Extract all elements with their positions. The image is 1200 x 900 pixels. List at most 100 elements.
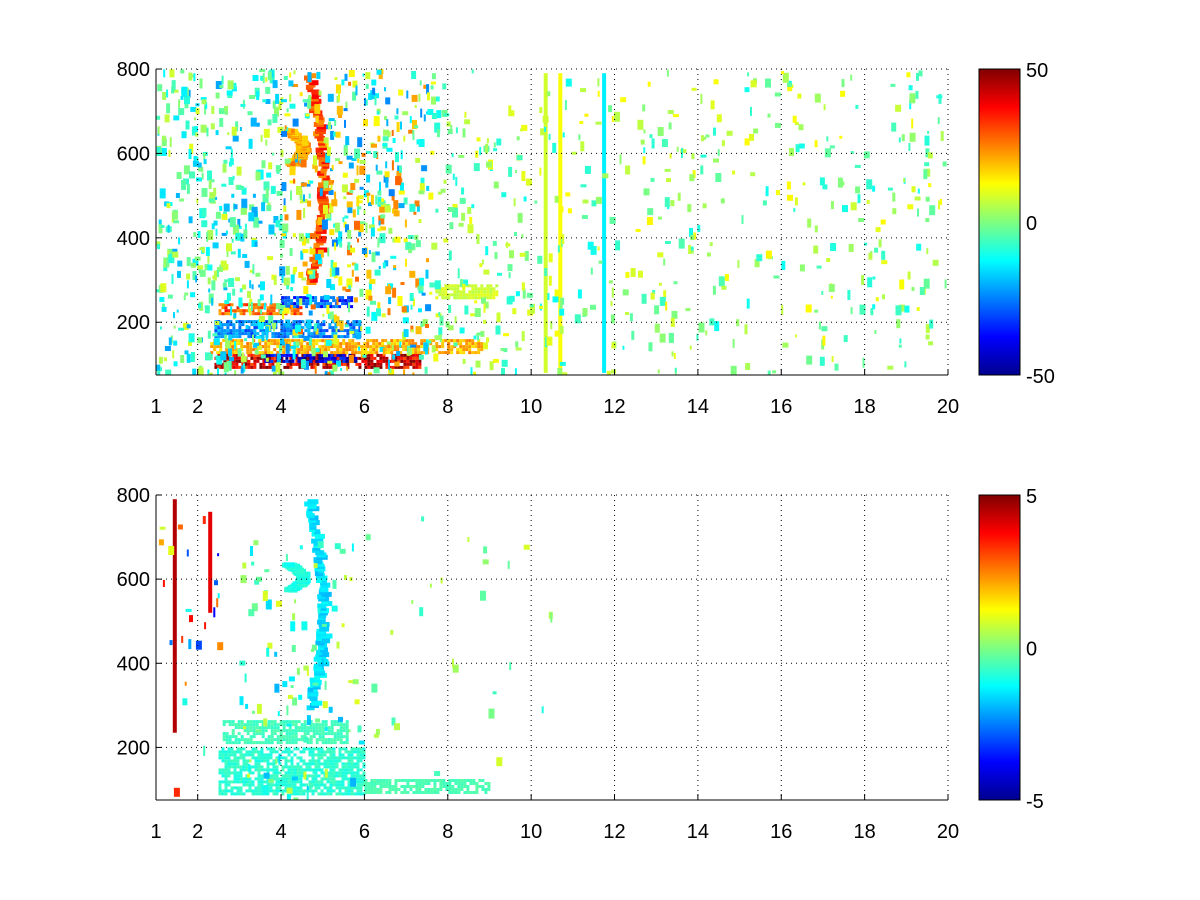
heatmap-cell	[305, 299, 309, 303]
heatmap-cell	[523, 196, 527, 202]
heatmap-cell	[223, 211, 227, 215]
heatmap-cell	[204, 104, 207, 115]
heatmap-cell	[424, 366, 428, 374]
heatmap-cell	[160, 147, 167, 156]
heatmap-cell	[215, 81, 222, 89]
heatmap-cell	[268, 365, 272, 369]
heatmap-cell	[227, 789, 231, 793]
heatmap-cell	[286, 362, 290, 366]
heatmap-cell	[338, 747, 342, 751]
heatmap-cell	[251, 206, 258, 217]
heatmap-cell	[278, 747, 282, 751]
heatmap-cell	[161, 138, 167, 147]
heatmap-cell	[462, 348, 466, 352]
heatmap-cell	[233, 309, 237, 313]
heatmap-cell	[447, 325, 454, 331]
heatmap-cell	[211, 297, 214, 306]
heatmap-cell	[390, 629, 394, 635]
heatmap-cell	[480, 290, 484, 294]
heatmap-cell	[210, 351, 214, 355]
heatmap-cell	[423, 84, 428, 89]
heatmap-cell	[562, 372, 568, 375]
heatmap-cell	[337, 356, 341, 360]
heatmap-cell	[435, 96, 440, 102]
heatmap-cell	[328, 362, 332, 366]
heatmap-cell	[239, 768, 243, 772]
heatmap-cell	[323, 299, 327, 303]
heatmap-cell	[240, 367, 244, 374]
heatmap-cell	[342, 286, 347, 291]
heatmap-cell	[565, 192, 571, 197]
heatmap-cell	[365, 83, 369, 89]
heatmap-cell	[333, 738, 337, 742]
heatmap-cell	[394, 359, 398, 363]
heatmap-cell	[343, 196, 347, 200]
heatmap-cell	[245, 703, 249, 709]
heatmap-cell	[290, 756, 294, 760]
heatmap-cell	[176, 172, 182, 179]
heatmap-cell	[814, 93, 821, 103]
heatmap-cell	[338, 161, 343, 165]
heatmap-cell	[233, 786, 237, 790]
heatmap-cell	[320, 580, 327, 586]
heatmap-cell	[329, 792, 333, 796]
heatmap-cell	[269, 73, 275, 84]
heatmap-cell	[358, 362, 362, 366]
heatmap-cell	[320, 302, 324, 306]
heatmap-cell	[353, 750, 357, 754]
heatmap-cell	[358, 326, 362, 330]
heatmap-cell	[816, 265, 822, 269]
heatmap-cell	[250, 332, 254, 336]
heatmap-cell	[191, 126, 196, 136]
heatmap-cell	[292, 326, 296, 330]
heatmap-cell	[335, 158, 340, 162]
heatmap-cell	[233, 774, 237, 778]
heatmap-cell	[302, 759, 306, 763]
heatmap-cell	[391, 160, 394, 171]
heatmap-cell	[507, 560, 510, 569]
heatmap-cell	[447, 345, 451, 349]
heatmap-cell	[303, 736, 309, 743]
heatmap-cell	[260, 759, 264, 763]
heatmap-cell	[241, 323, 245, 327]
heatmap-cell	[330, 130, 335, 140]
heatmap-cell	[705, 330, 708, 336]
heatmap-cell	[252, 710, 255, 714]
heatmap-cell	[403, 135, 406, 142]
heatmap-cell	[355, 85, 358, 96]
heatmap-cell	[286, 285, 290, 290]
heatmap-cell	[272, 762, 276, 766]
heatmap-cell	[207, 330, 211, 339]
heatmap-cell	[437, 191, 442, 195]
heatmap-cell	[222, 735, 226, 739]
heatmap-cell	[294, 353, 298, 357]
y-tick-label: 400	[117, 653, 150, 675]
heatmap-cell	[382, 143, 388, 147]
heatmap-cell	[226, 326, 230, 330]
heatmap-cell	[296, 756, 300, 760]
heatmap-cell	[342, 348, 346, 352]
heatmap-cell	[239, 288, 243, 293]
heatmap-cell	[321, 356, 325, 360]
heatmap-cell	[264, 345, 268, 349]
heatmap-cell	[371, 143, 377, 148]
heatmap-cell	[336, 735, 340, 739]
heatmap-cell	[471, 290, 475, 294]
heatmap-cell	[354, 351, 358, 355]
heatmap-cell	[326, 750, 330, 754]
heatmap-cell	[256, 332, 260, 336]
heatmap-cell	[251, 240, 258, 247]
heatmap-cells	[158, 499, 553, 800]
heatmap-cell	[270, 729, 274, 733]
heatmap-cell	[169, 640, 173, 646]
heatmap-cell	[661, 139, 668, 147]
heatmap-cell	[231, 193, 235, 198]
heatmap-cell	[463, 279, 469, 286]
heatmap-cell	[350, 753, 354, 757]
heatmap-cell	[384, 351, 388, 355]
heatmap-cell	[251, 747, 255, 751]
heatmap-cell	[346, 366, 349, 371]
heatmap-cell	[263, 756, 267, 760]
heatmap-cell	[798, 124, 804, 131]
heatmap-cell	[167, 248, 174, 255]
